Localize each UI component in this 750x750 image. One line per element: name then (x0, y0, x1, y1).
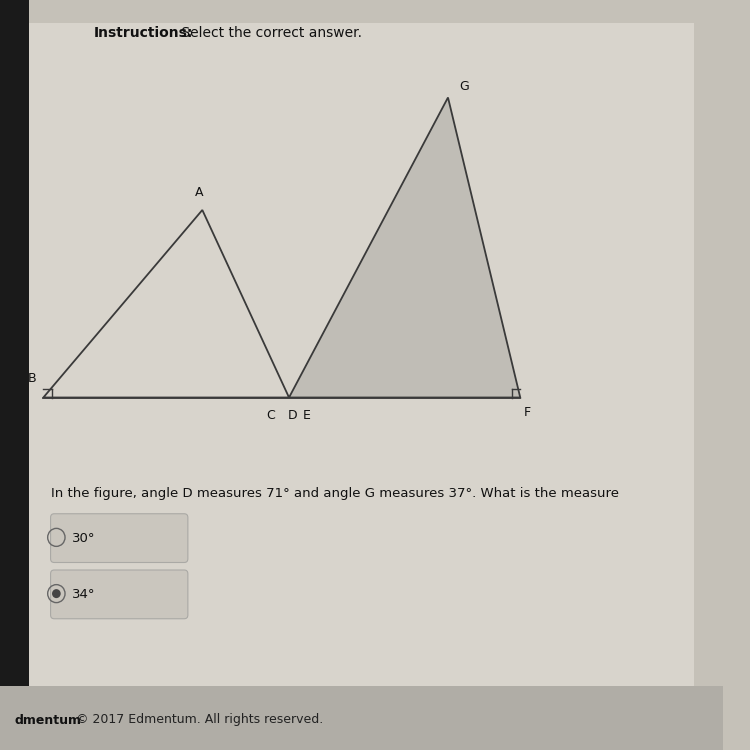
Polygon shape (44, 210, 289, 398)
Text: C: C (266, 409, 275, 422)
Text: B: B (28, 372, 36, 386)
Text: 30°: 30° (72, 532, 96, 544)
Polygon shape (289, 98, 520, 398)
FancyBboxPatch shape (29, 22, 694, 728)
Bar (0, 0, 29, 750)
Bar (0, 686, 722, 750)
FancyBboxPatch shape (50, 570, 188, 619)
Text: 34°: 34° (72, 588, 96, 601)
Text: F: F (524, 406, 531, 419)
FancyBboxPatch shape (50, 514, 188, 562)
Text: E: E (303, 409, 311, 422)
Text: Instructions:: Instructions: (94, 26, 194, 40)
Text: In the figure, angle D measures 71° and angle G measures 37°. What is the measur: In the figure, angle D measures 71° and … (50, 488, 619, 500)
Text: Select the correct answer.: Select the correct answer. (177, 26, 362, 40)
Text: A: A (194, 186, 203, 199)
Text: G: G (459, 80, 469, 93)
Text: © 2017 Edmentum. All rights reserved.: © 2017 Edmentum. All rights reserved. (76, 713, 323, 727)
Text: D: D (288, 409, 298, 422)
Circle shape (52, 590, 61, 598)
Text: dmentum: dmentum (14, 713, 82, 727)
